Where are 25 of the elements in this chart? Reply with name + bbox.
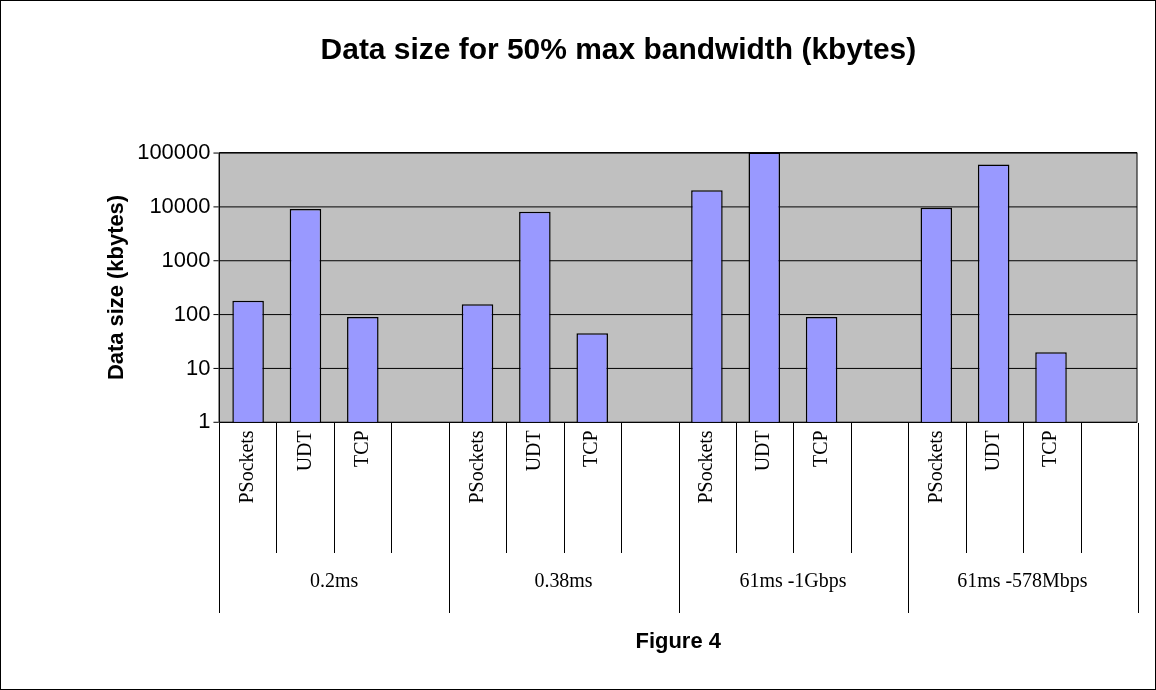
x-tick-label: TCP	[350, 430, 373, 467]
x-tick-label: UDT	[980, 430, 1003, 472]
y-tick-label: 10	[186, 354, 211, 380]
text: 0.38ms	[534, 569, 593, 592]
x-tick-label: TCP	[579, 430, 602, 467]
x-tick-label: PSockets	[694, 430, 717, 504]
chart-title: Data size for 50% max bandwidth (kbytes)	[320, 32, 917, 66]
caption: Figure 4	[635, 627, 722, 653]
x-tick-label: PSockets	[923, 430, 946, 504]
x-tick-label: TCP	[1038, 430, 1061, 467]
y-tick-label: 1	[198, 408, 211, 434]
x-tick-label: UDT	[522, 430, 545, 472]
y-tick-label: 100000	[137, 138, 211, 164]
x-tick-label: PSockets	[464, 430, 487, 504]
text: 61ms -1Gbps	[739, 569, 847, 593]
x-tick-label: UDT	[751, 430, 774, 472]
x-tick-label: TCP	[808, 430, 831, 467]
y-tick-label: 100	[173, 300, 211, 326]
x-tick-label: UDT	[292, 430, 315, 472]
y-tick-label: 10000	[149, 192, 211, 218]
y-axis-title: Data size (kbytes)	[103, 194, 129, 381]
x-tick-label: PSockets	[235, 430, 258, 504]
y-tick-label: 1000	[161, 246, 211, 272]
text: 61ms -578Mbps	[957, 569, 1088, 593]
text: 0.2ms	[310, 569, 359, 592]
